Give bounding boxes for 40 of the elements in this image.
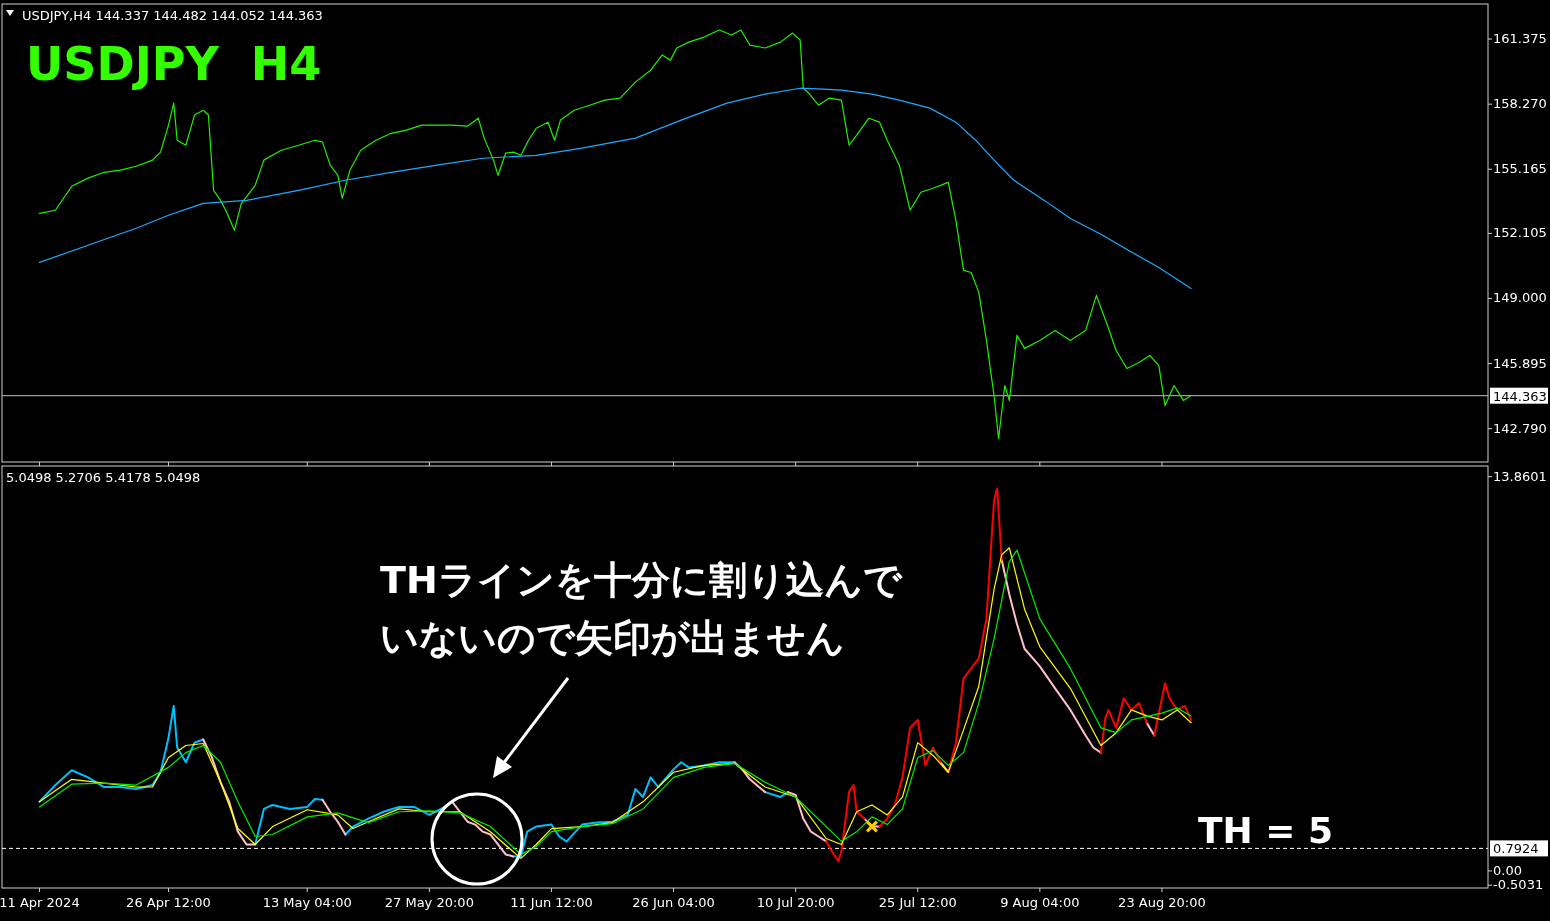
annotation: いないので矢印が出ません <box>380 616 845 660</box>
y-tick-label: 149.000 <box>1493 290 1547 306</box>
x-tick-label: 26 Apr 12:00 <box>126 895 211 910</box>
x-tick-label: 9 Aug 04:00 <box>1000 895 1080 910</box>
line-series <box>733 761 767 794</box>
line-series <box>787 791 828 843</box>
y-tick-label: 0.00 <box>1493 862 1522 878</box>
y-tick-label: 158.270 <box>1493 96 1547 112</box>
ref-line-label: 144.363 <box>1493 388 1547 404</box>
y-tick-label: 161.375 <box>1493 31 1547 47</box>
y-tick-label: 145.895 <box>1493 355 1547 371</box>
x-tick-label: 10 Jul 20:00 <box>756 895 835 910</box>
x-tick-label: 11 Apr 2024 <box>0 895 80 910</box>
x-tick-label: 11 Jun 12:00 <box>510 895 593 910</box>
annotation: TH = 5 <box>1198 810 1333 851</box>
chart-subtitle: USDJPY,H4 144.337 144.482 144.052 144.363 <box>22 8 323 23</box>
line-series <box>1000 558 1102 754</box>
annotation: THラインを十分に割り込んで <box>380 558 903 602</box>
x-tick-label: 13 May 04:00 <box>262 895 352 910</box>
line-series <box>1099 697 1148 754</box>
x-tick-label: 26 Jun 04:00 <box>632 895 715 910</box>
chart-subtitle: 5.0498 5.2706 5.4178 5.0498 <box>6 470 201 485</box>
y-tick-label: 155.165 <box>1493 161 1547 177</box>
y-tick-label: 152.105 <box>1493 225 1547 241</box>
x-tick-label: 23 Aug 20:00 <box>1118 895 1206 910</box>
y-tick-label: 13.8601 <box>1493 468 1547 484</box>
line-series <box>38 704 205 803</box>
line-series <box>947 487 1003 774</box>
x-tick-label: 27 May 20:00 <box>384 895 474 910</box>
text: USDJPY H4 <box>26 37 322 91</box>
line-series <box>512 761 736 858</box>
x-tick-label: 25 Jul 12:00 <box>878 895 957 910</box>
line-series <box>202 738 257 846</box>
y-tick-label: 142.790 <box>1493 420 1547 436</box>
line-series <box>254 797 324 846</box>
line-series <box>1153 682 1193 737</box>
y-tick-label: -0.5031 <box>1493 877 1544 893</box>
ref-line-label: 0.7924 <box>1493 841 1539 857</box>
line-series <box>321 798 347 836</box>
line-series <box>451 800 515 858</box>
